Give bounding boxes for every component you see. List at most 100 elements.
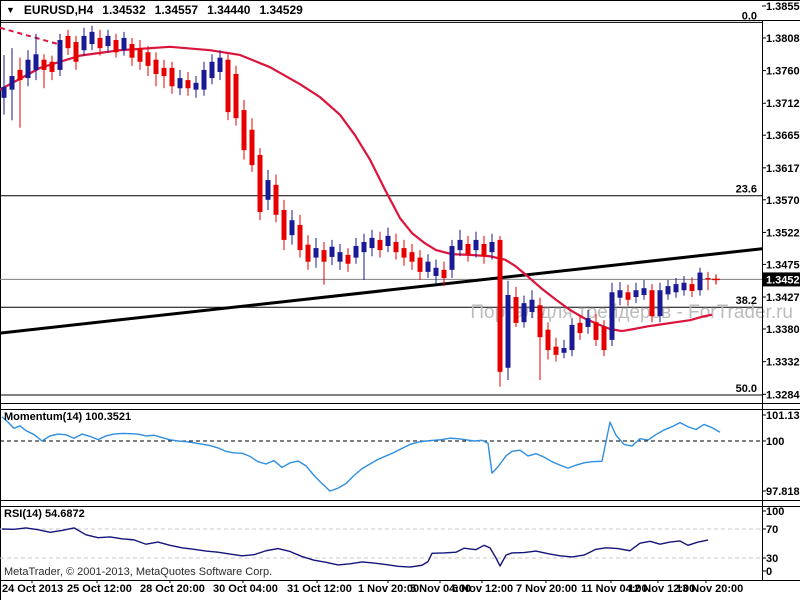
- price-axis-label: 1.37600: [766, 66, 800, 78]
- price-axis-label: 1.33800: [766, 324, 800, 336]
- candle: [633, 290, 639, 298]
- candle: [313, 248, 319, 258]
- candle: [561, 348, 567, 353]
- candle: [233, 74, 239, 119]
- candle: [329, 246, 335, 257]
- candle: [241, 110, 247, 151]
- candle: [577, 322, 583, 334]
- candle: [65, 35, 71, 49]
- symbol-dropdown-icon[interactable]: ▼: [6, 5, 15, 15]
- open-value: 1.34532: [102, 3, 146, 17]
- candle: [25, 59, 31, 79]
- moving-average-leadin: [0, 26, 59, 46]
- time-axis-label: 30 Oct 04:00: [213, 583, 278, 595]
- price-axis-label: 1.34750: [766, 259, 800, 271]
- time-axis-label: 1 Nov 20:00: [358, 583, 419, 595]
- price-axis-label: 1.34270: [766, 292, 800, 304]
- candle: [273, 184, 279, 215]
- candle: [385, 235, 391, 247]
- time-axis-label: 31 Oct 12:00: [287, 583, 352, 595]
- candle: [609, 292, 615, 340]
- candle: [289, 220, 295, 236]
- candle: [145, 52, 151, 66]
- candle: [169, 67, 175, 87]
- candle: [201, 69, 207, 90]
- price-axis-label: 1.33320: [766, 357, 800, 369]
- momentum-indicator-label: Momentum(14) 100.3521: [4, 411, 132, 423]
- rsi-line[interactable]: [1, 527, 709, 568]
- current-price-badge-text: 1.34529: [766, 274, 800, 286]
- candle: [545, 329, 551, 351]
- time-axis-label: 25 Oct 12:00: [67, 583, 132, 595]
- candle: [601, 326, 607, 351]
- candle: [337, 252, 343, 262]
- momentum-axis-label: 100: [766, 436, 784, 448]
- copyright-text: MetaTrader, © 2001-2013, MetaQuotes Soft…: [4, 566, 273, 578]
- price-axis-label: 1.32840: [766, 389, 800, 401]
- momentum-line[interactable]: [1, 416, 721, 492]
- candle: [489, 241, 495, 253]
- time-axis-label: 11 Nov 04:00: [581, 583, 648, 595]
- candle: [153, 59, 159, 74]
- price-axis-label: 1.38080: [766, 33, 800, 45]
- candle: [441, 269, 447, 278]
- fib-label: 50.0: [736, 383, 757, 395]
- candle: [73, 42, 79, 62]
- candle: [481, 244, 487, 257]
- candle: [105, 35, 111, 47]
- price-axis-label: 1.38550: [766, 1, 800, 13]
- candle: [433, 267, 439, 276]
- candle: [49, 61, 55, 72]
- moving-average-line[interactable]: [0, 45, 713, 333]
- candle: [9, 76, 15, 90]
- time-axis-label: 6 Nov 12:00: [452, 583, 513, 595]
- candle: [401, 248, 407, 258]
- candle: [137, 48, 143, 62]
- candle: [553, 346, 559, 355]
- candle: [593, 322, 599, 340]
- candle: [393, 241, 399, 253]
- rsi-axis-label: 100: [766, 506, 784, 518]
- candle: [97, 37, 103, 49]
- candle: [265, 180, 271, 200]
- candle: [665, 286, 671, 295]
- price-axis-label: 1.35700: [766, 195, 800, 207]
- symbol-period-label: EURUSD,H4: [23, 3, 94, 17]
- momentum-axis-label: 101.1301: [766, 410, 800, 422]
- candle: [89, 31, 95, 45]
- candle: [697, 272, 703, 291]
- candle: [113, 40, 119, 53]
- candle: [513, 297, 519, 323]
- price-axis-label: 1.35220: [766, 227, 800, 239]
- candle: [505, 295, 511, 368]
- watermark: Портал для трейдеров - ForTrader.ru: [470, 302, 793, 323]
- candle: [161, 67, 167, 77]
- candle: [657, 290, 663, 317]
- time-axis-label: 24 Oct 2013: [2, 583, 63, 595]
- candle: [257, 154, 263, 213]
- candle: [81, 35, 87, 51]
- candle: [537, 305, 543, 338]
- price-axis-label: 1.37120: [766, 98, 800, 110]
- candle: [689, 284, 695, 291]
- candle: [569, 324, 575, 351]
- fib-label: 0.0: [742, 10, 757, 22]
- time-axis-label: 13 Nov 20:00: [676, 583, 743, 595]
- candle: [449, 246, 455, 270]
- time-axis-label: 7 Nov 20:00: [516, 583, 577, 595]
- candle: [617, 290, 623, 298]
- candle: [521, 303, 527, 323]
- time-axis-label: 12 Nov 12:00: [628, 583, 695, 595]
- trendline[interactable]: [0, 247, 763, 335]
- candle: [409, 252, 415, 262]
- rsi-axis-label: 0: [766, 566, 772, 578]
- price-axis-label: 1.36170: [766, 163, 800, 175]
- high-value: 1.34557: [154, 3, 199, 17]
- candle: [377, 239, 383, 251]
- low-value: 1.34440: [207, 3, 251, 17]
- candle: [641, 288, 647, 295]
- candle: [209, 61, 215, 79]
- candle: [249, 129, 255, 166]
